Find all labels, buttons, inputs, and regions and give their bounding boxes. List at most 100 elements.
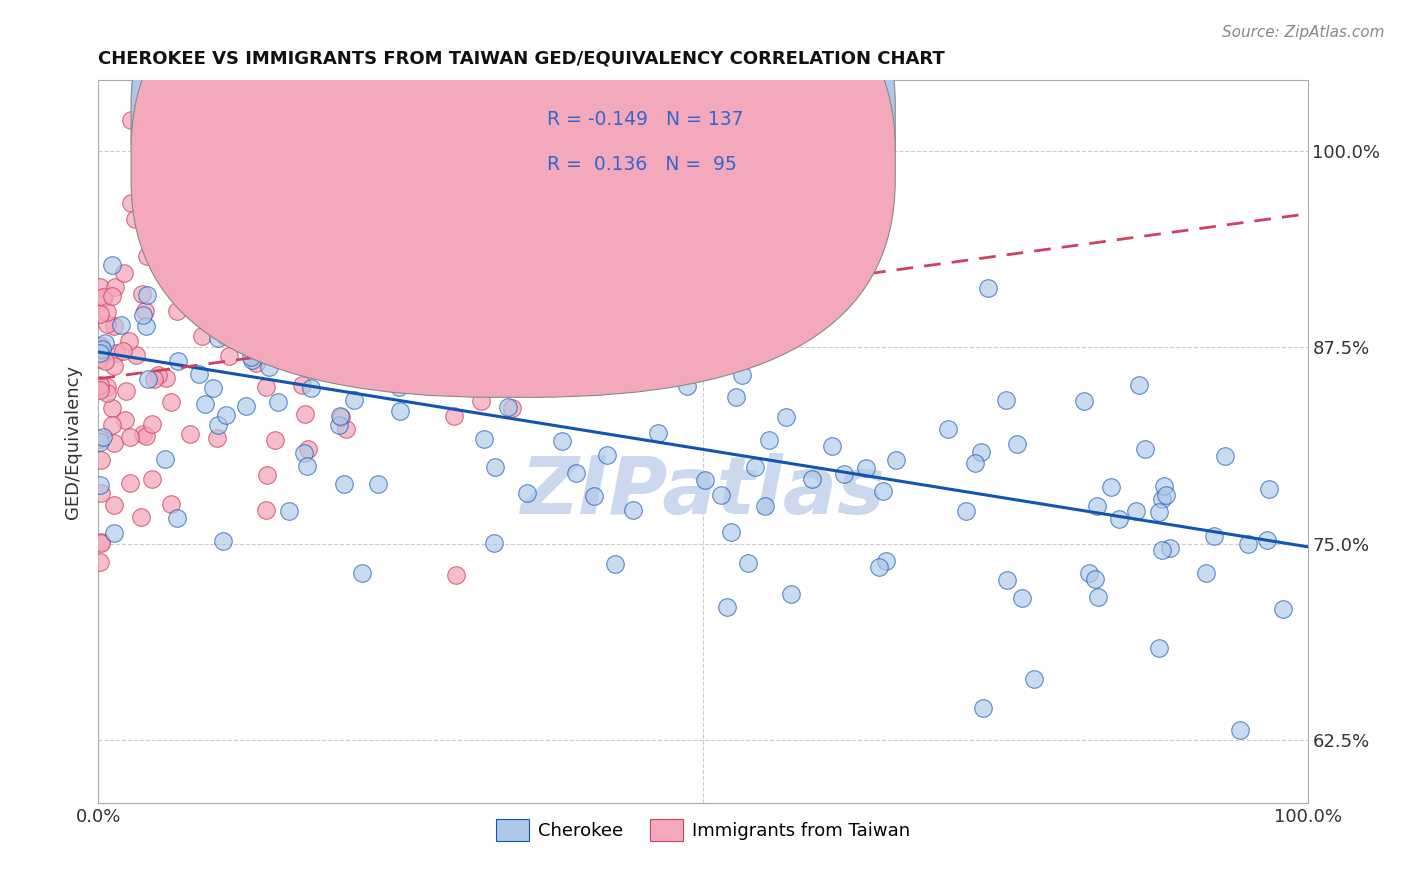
- Point: [501, 401, 523, 416]
- Point: [332, 302, 354, 317]
- Point: [197, 300, 219, 314]
- Point: [91, 343, 114, 357]
- Point: [647, 426, 669, 441]
- Point: [136, 249, 159, 263]
- Text: R = -0.149   N = 137: R = -0.149 N = 137: [547, 111, 744, 129]
- Point: [120, 476, 142, 491]
- Point: [159, 222, 181, 236]
- Point: [101, 289, 124, 303]
- Point: [775, 409, 797, 424]
- Point: [259, 252, 281, 266]
- Point: [737, 557, 759, 571]
- Point: [89, 384, 111, 398]
- Point: [936, 422, 959, 436]
- Point: [461, 358, 484, 372]
- Point: [1005, 437, 1028, 451]
- Point: [155, 451, 177, 466]
- Point: [201, 381, 224, 395]
- Point: [166, 511, 188, 525]
- Point: [1133, 442, 1156, 457]
- Point: [89, 478, 111, 492]
- Point: [423, 376, 446, 391]
- Point: [389, 404, 412, 418]
- Point: [89, 280, 111, 294]
- Point: [136, 372, 159, 386]
- Point: [94, 335, 117, 350]
- Point: [333, 477, 356, 491]
- Point: [90, 343, 112, 357]
- Point: [1256, 533, 1278, 547]
- Point: [368, 245, 391, 260]
- Point: [800, 473, 823, 487]
- Point: [754, 499, 776, 513]
- Point: [104, 279, 127, 293]
- Point: [141, 472, 163, 486]
- Point: [758, 433, 780, 447]
- Point: [89, 432, 111, 446]
- Point: [112, 343, 135, 358]
- Point: [91, 430, 114, 444]
- Point: [995, 573, 1018, 587]
- Point: [581, 219, 603, 233]
- Point: [855, 461, 877, 475]
- Point: [129, 509, 152, 524]
- Point: [1150, 491, 1173, 506]
- Point: [1257, 483, 1279, 497]
- Point: [460, 289, 482, 303]
- Point: [367, 477, 389, 491]
- Point: [582, 489, 605, 503]
- Point: [103, 318, 125, 333]
- Point: [172, 225, 194, 239]
- Point: [1147, 505, 1170, 519]
- Point: [242, 353, 264, 368]
- Point: [955, 504, 977, 518]
- Point: [1202, 529, 1225, 543]
- Point: [328, 417, 350, 432]
- Point: [443, 409, 465, 423]
- Point: [1085, 499, 1108, 513]
- Point: [868, 559, 890, 574]
- Point: [235, 399, 257, 413]
- Point: [596, 448, 619, 462]
- Point: [710, 488, 733, 502]
- Point: [482, 536, 505, 550]
- Point: [551, 434, 574, 448]
- Point: [103, 359, 125, 373]
- Point: [209, 281, 232, 295]
- Point: [395, 333, 418, 347]
- Point: [228, 307, 250, 321]
- Point: [94, 354, 117, 368]
- Point: [972, 701, 994, 715]
- Point: [565, 466, 588, 480]
- Point: [401, 334, 423, 348]
- Point: [1152, 542, 1174, 557]
- Point: [135, 429, 157, 443]
- Point: [312, 347, 335, 361]
- Point: [245, 308, 267, 322]
- Point: [179, 427, 201, 442]
- Point: [339, 245, 361, 260]
- Point: [1229, 723, 1251, 738]
- Point: [120, 195, 142, 210]
- Point: [257, 359, 280, 374]
- FancyBboxPatch shape: [479, 95, 800, 193]
- Point: [160, 395, 183, 409]
- Point: [516, 485, 538, 500]
- Point: [96, 380, 118, 394]
- Point: [1078, 566, 1101, 581]
- Point: [1215, 449, 1237, 463]
- Point: [886, 452, 908, 467]
- Point: [389, 309, 412, 323]
- Point: [256, 467, 278, 482]
- Point: [720, 525, 742, 540]
- Point: [90, 453, 112, 467]
- Text: ZIPatlas: ZIPatlas: [520, 453, 886, 531]
- Point: [1195, 566, 1218, 581]
- Point: [695, 473, 717, 487]
- Point: [120, 112, 142, 127]
- Point: [388, 379, 411, 393]
- Point: [832, 467, 855, 481]
- Point: [329, 409, 352, 423]
- Point: [404, 368, 426, 383]
- Point: [101, 401, 124, 416]
